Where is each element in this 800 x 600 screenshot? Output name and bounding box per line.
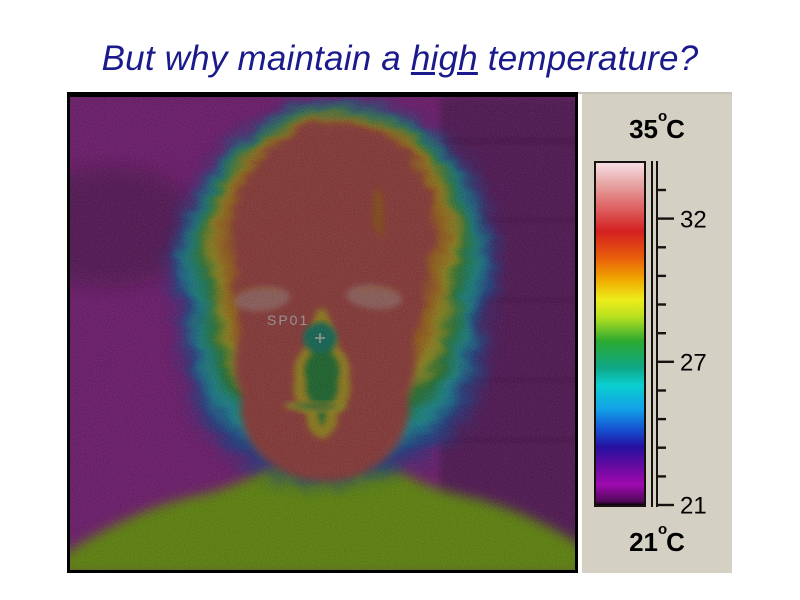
- svg-text:21: 21: [680, 493, 707, 520]
- svg-text:27: 27: [680, 349, 707, 376]
- svg-text:32: 32: [680, 207, 707, 234]
